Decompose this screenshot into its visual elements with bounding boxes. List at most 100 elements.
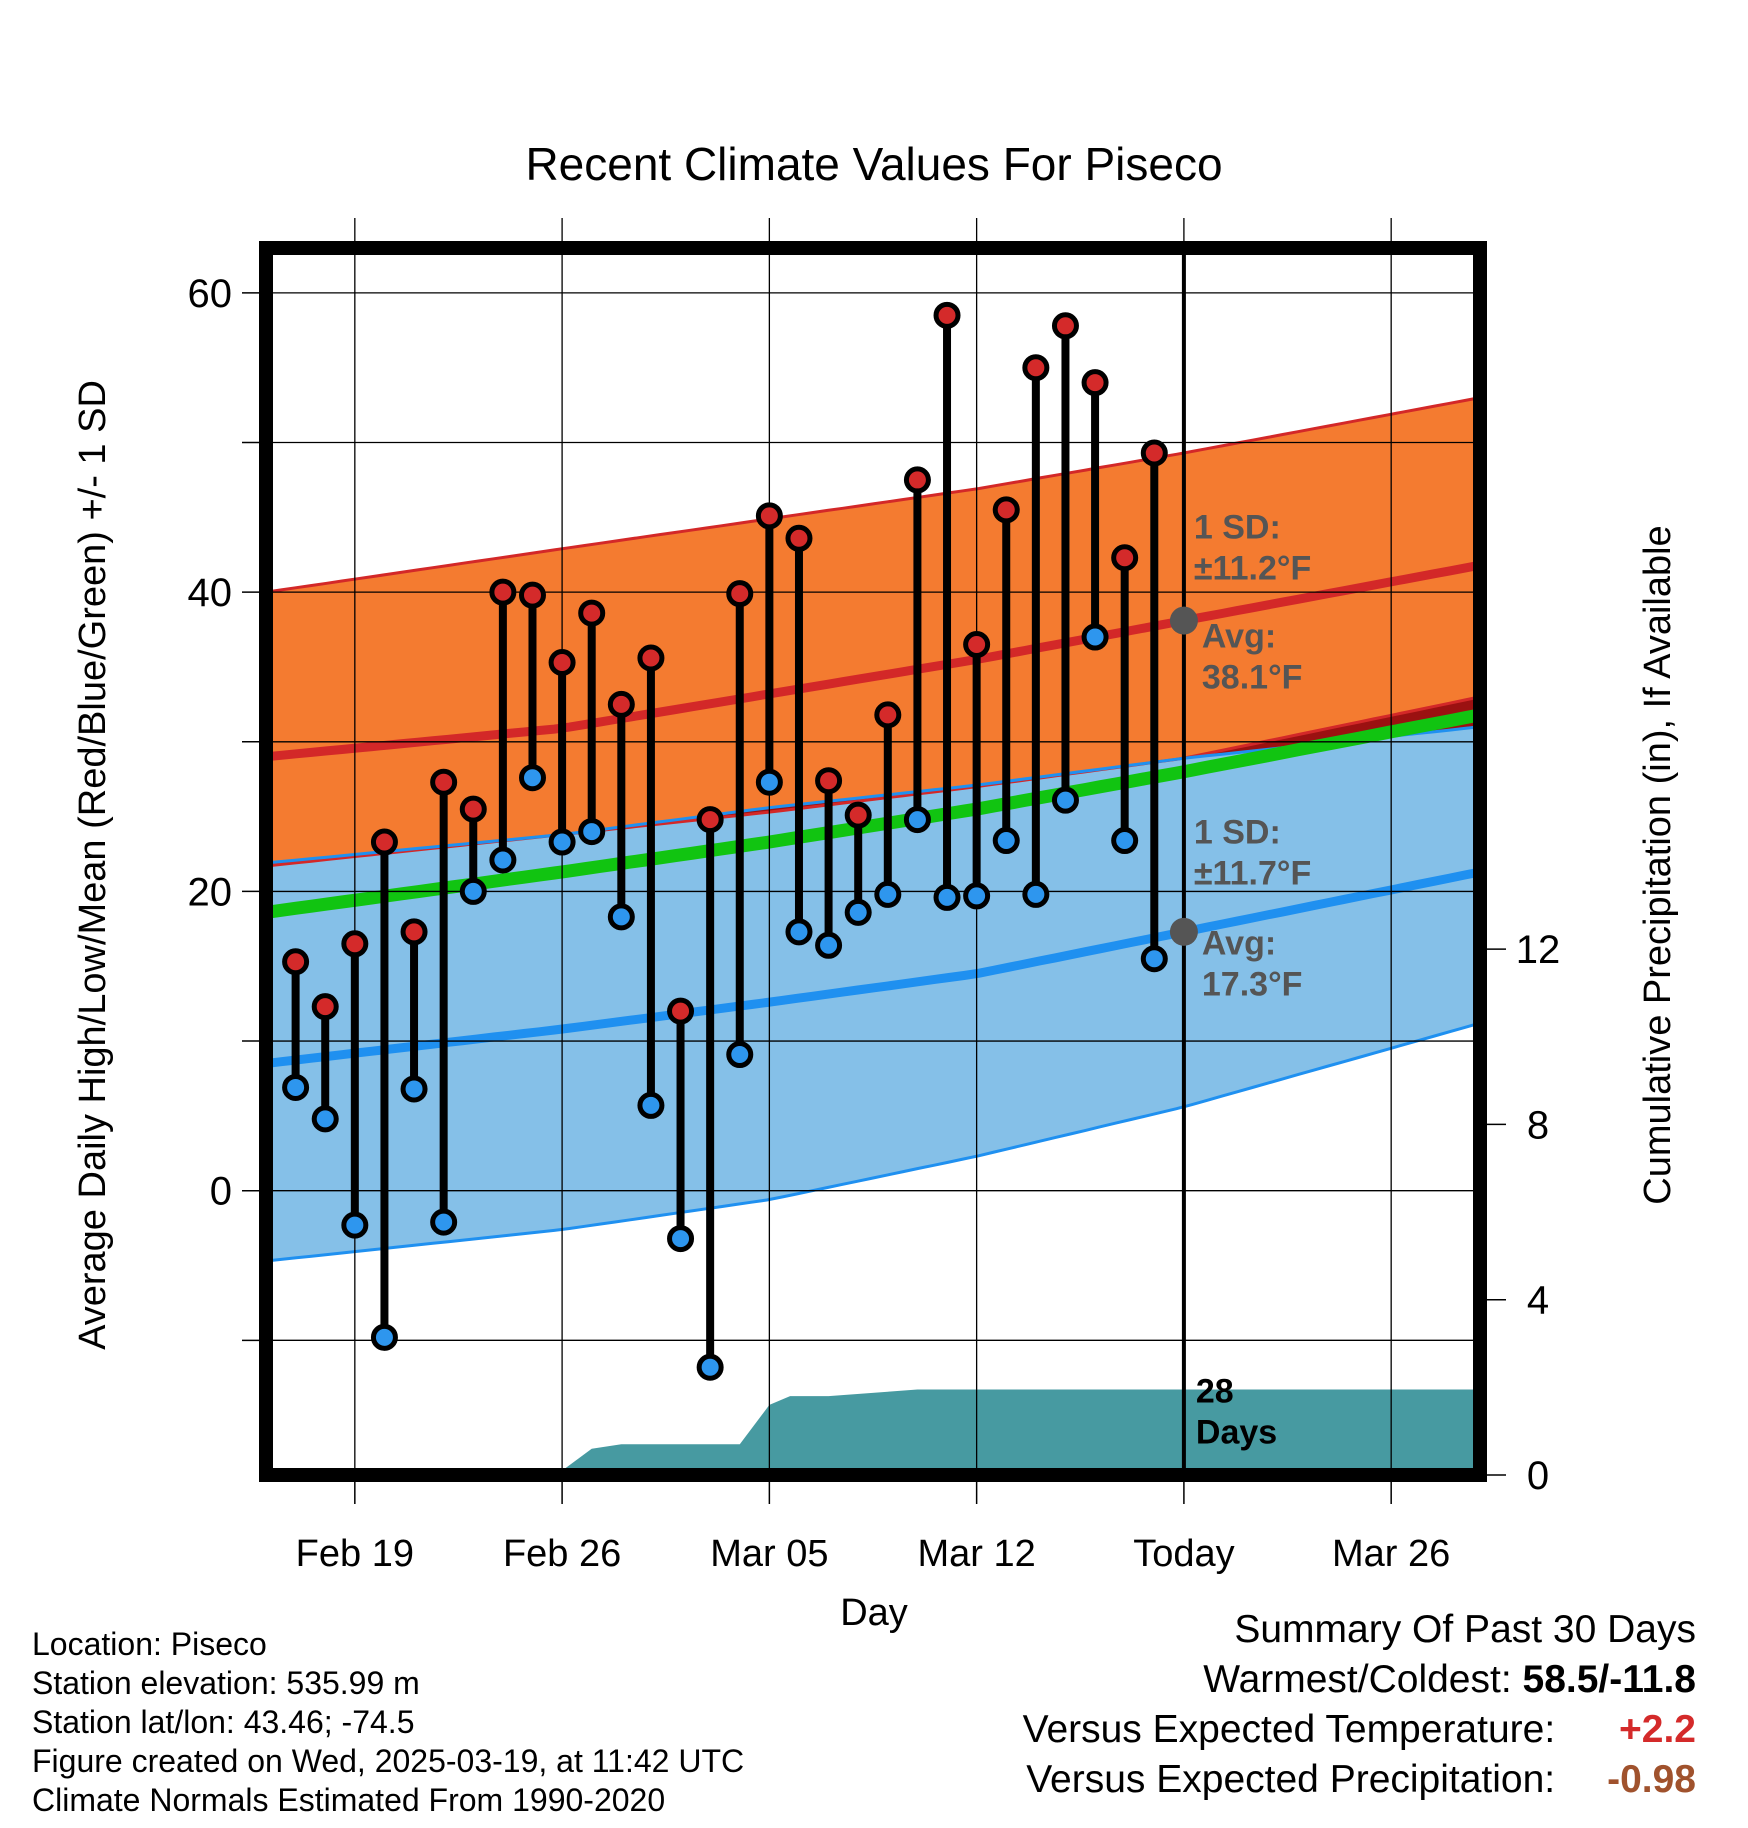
daily-low-point [903, 806, 931, 834]
daily-low-point [667, 1225, 695, 1253]
latlon-text: Station lat/lon: 43.46; -74.5 [32, 1704, 415, 1740]
high-sd-annotation-line: ±11.2°F [1194, 549, 1311, 587]
low-avg-annotation-line: Avg: [1202, 924, 1276, 962]
daily-low-point [785, 918, 813, 946]
daily-high-point [341, 930, 369, 958]
plot-contents [266, 292, 1480, 1475]
x-tick-label: Mar 12 [917, 1533, 1035, 1575]
y-tick-label: 20 [188, 870, 233, 914]
chart-title: Recent Climate Values For Piseco [525, 138, 1222, 190]
temp-label: Versus Expected Temperature: [1022, 1708, 1556, 1751]
high-sd-annotation: 1 SD: ±11.2°F [1194, 508, 1311, 587]
daily-low-point [548, 828, 576, 856]
today-high-avg-point [1169, 606, 1198, 635]
daily-high-point [1051, 312, 1079, 340]
low-avg-annotation-line: 17.3°F [1202, 965, 1303, 1003]
daily-low-point [489, 846, 517, 874]
daily-low-point [844, 898, 872, 926]
daily-high-point [518, 581, 546, 609]
daily-low-point [370, 1323, 398, 1351]
low-sd-annotation-line: ±11.7°F [1194, 855, 1311, 893]
daily-low-point [874, 880, 902, 908]
y2-tick-label: 0 [1527, 1454, 1549, 1498]
daily-high-point [815, 767, 843, 795]
x-tick-label: Today [1133, 1533, 1234, 1575]
y-axis-label: Average Daily High/Low/Mean (Red/Blue/Gr… [72, 380, 114, 1350]
normal-high-upper-line [266, 396, 1480, 594]
daily-low-point [578, 818, 606, 846]
y2-tick-label: 4 [1527, 1279, 1549, 1323]
elevation-text: Station elevation: 535.99 m [32, 1665, 420, 1701]
high-avg-annotation-line: Avg: [1202, 618, 1276, 656]
normal-low-lower-line [266, 1021, 1480, 1263]
daily-high-point [607, 690, 635, 718]
daily-high-point [1022, 354, 1050, 382]
daily-low-point [282, 1073, 310, 1101]
daily-low-point [963, 882, 991, 910]
daily-high-point [400, 918, 428, 946]
daily-high-point [1140, 439, 1168, 467]
daily-low-point [933, 883, 961, 911]
warm-cold-value: 58.5/-11.8 [1522, 1658, 1696, 1701]
summary-panel: Summary Of Past 30 Days Warmest/Coldest:… [1023, 1605, 1696, 1805]
high-sd-annotation-line: 1 SD: [1194, 508, 1281, 546]
x-tick-label: Mar 05 [710, 1533, 828, 1575]
y-tick-label: 60 [188, 272, 233, 316]
x-tick-label: Feb 19 [296, 1533, 414, 1575]
summary-title: Summary Of Past 30 Days [1234, 1608, 1696, 1651]
daily-high-point [282, 948, 310, 976]
precip-label: Versus Expected Precipitation: [1026, 1758, 1556, 1801]
daily-high-point [963, 631, 991, 659]
daily-low-point [726, 1041, 754, 1069]
warm-cold-label: Warmest/Coldest: [1203, 1658, 1512, 1701]
created-text: Figure created on Wed, 2025-03-19, at 11… [32, 1743, 745, 1779]
daily-high-point [785, 524, 813, 552]
y2-tick-label: 12 [1516, 928, 1561, 972]
daily-low-point [459, 877, 487, 905]
normals-text: Climate Normals Estimated From 1990-2020 [32, 1782, 666, 1818]
daily-low-point [341, 1211, 369, 1239]
daily-low-point [1111, 827, 1139, 855]
low-avg-annotation: Avg: 17.3°F [1202, 924, 1303, 1003]
daily-high-point [370, 828, 398, 856]
daily-high-point [933, 301, 961, 329]
daily-low-point [430, 1208, 458, 1236]
daily-high-point [755, 502, 783, 530]
high-avg-annotation: Avg: 38.1°F [1202, 618, 1303, 697]
high-avg-annotation-line: 38.1°F [1202, 659, 1303, 697]
daily-low-point [400, 1075, 428, 1103]
normal-high-mean-line [266, 560, 1480, 762]
x-tick-label: Feb 26 [503, 1533, 621, 1575]
daily-low-point [755, 768, 783, 796]
daily-high-point [548, 648, 576, 676]
daily-high-point [726, 580, 754, 608]
daily-low-point [696, 1353, 724, 1381]
x-axis-label: Day [840, 1592, 908, 1634]
today-low-avg-point [1169, 917, 1198, 946]
days-annotation: 28 Days [1196, 1373, 1277, 1452]
daily-low-point [815, 931, 843, 959]
daily-low-point [1081, 623, 1109, 651]
temp-value: +2.2 [1619, 1708, 1696, 1751]
low-sd-annotation-line: 1 SD: [1194, 814, 1281, 852]
y-tick-label: 40 [188, 571, 233, 615]
daily-high-point [1111, 544, 1139, 572]
normal-high-band [266, 397, 1480, 866]
y-tick-label: 0 [210, 1170, 232, 1214]
days-annotation-line: Days [1196, 1414, 1277, 1452]
daily-low-point [518, 764, 546, 792]
y2-axis-label: Cumulative Precipitation (in), If Availa… [1637, 525, 1679, 1204]
daily-low-point [992, 827, 1020, 855]
low-sd-annotation: 1 SD: ±11.7°F [1194, 814, 1311, 893]
daily-high-point [696, 806, 724, 834]
daily-high-point [992, 496, 1020, 524]
daily-high-point [1081, 369, 1109, 397]
daily-low-point [637, 1091, 665, 1119]
daily-high-point [874, 701, 902, 729]
daily-low-point [607, 903, 635, 931]
station-info: Location: Piseco Station elevation: 535.… [32, 1625, 744, 1820]
daily-high-point [844, 801, 872, 829]
precip-value: -0.98 [1607, 1758, 1696, 1801]
daily-high-point [903, 466, 931, 494]
